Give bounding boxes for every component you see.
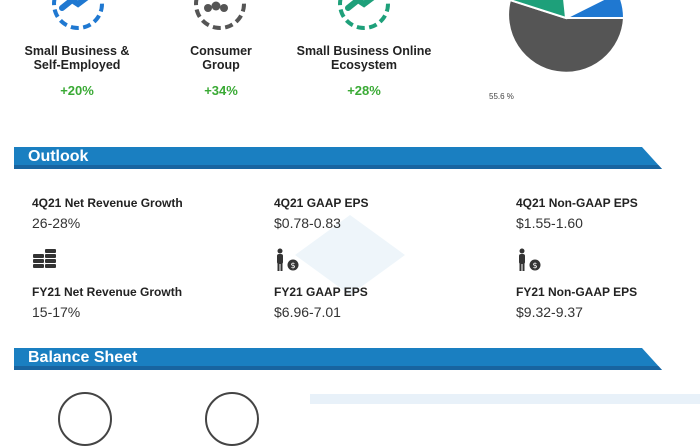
segment-name: Small Business & Self-Employed xyxy=(0,44,157,72)
svg-text:$: $ xyxy=(290,261,295,270)
people-group-icon xyxy=(194,0,246,30)
segment-name-line: Self-Employed xyxy=(33,58,121,72)
segment-name: Consumer Group xyxy=(141,44,301,72)
handshake-icon xyxy=(52,0,104,30)
metric-value: 26-28% xyxy=(32,215,81,231)
balance-sheet-icon xyxy=(205,392,259,446)
balance-sheet-icon xyxy=(58,392,112,446)
segment-name-line: Small Business Online xyxy=(296,44,432,58)
metric-value: $1.55-1.60 xyxy=(516,215,583,231)
segment-name-line: Small Business & xyxy=(24,44,130,58)
pie-percent-label: 55.6 % xyxy=(489,92,514,101)
metric-label: FY21 Net Revenue Growth xyxy=(32,285,183,299)
metric-value: 15-17% xyxy=(32,304,81,320)
metric-label: FY21 Non-GAAP EPS xyxy=(516,285,638,299)
svg-text:$: $ xyxy=(532,261,537,270)
person-dollar-icon: $ xyxy=(519,248,541,271)
segment-growth: +28% xyxy=(347,83,381,98)
segment-growth: +34% xyxy=(204,83,238,98)
metric-label: 4Q21 GAAP EPS xyxy=(274,196,369,210)
segment-growth: +20% xyxy=(60,83,94,98)
section-title: Balance Sheet xyxy=(28,349,138,366)
person-dollar-icon: $ xyxy=(277,248,299,271)
metric-label: FY21 GAAP EPS xyxy=(274,285,368,299)
balance-sheet-panel xyxy=(310,394,700,404)
coins-stack-icon xyxy=(33,249,56,268)
revenue-pie-chart xyxy=(507,0,626,74)
section-title: Outlook xyxy=(28,148,89,165)
pie-slice-green xyxy=(508,0,568,20)
pie-slice-blue xyxy=(565,0,626,19)
segment-name-line: Group xyxy=(202,58,240,72)
metric-value: $9.32-9.37 xyxy=(516,304,583,320)
segment-name-line: Consumer xyxy=(190,44,252,58)
segment-name-line: Ecosystem xyxy=(330,58,397,72)
metric-label: 4Q21 Non-GAAP EPS xyxy=(516,196,638,210)
metric-value: $6.96-7.01 xyxy=(274,304,341,320)
balance-sheet-banner: Balance Sheet xyxy=(14,348,662,370)
metric-label: 4Q21 Net Revenue Growth xyxy=(32,196,183,210)
segment-name: Small Business Online Ecosystem xyxy=(284,44,444,72)
outlook-banner: Outlook xyxy=(14,147,662,169)
watermark-logo-icon xyxy=(295,215,405,295)
handshake-icon xyxy=(338,0,390,30)
metric-value: $0.78-0.83 xyxy=(274,215,341,231)
